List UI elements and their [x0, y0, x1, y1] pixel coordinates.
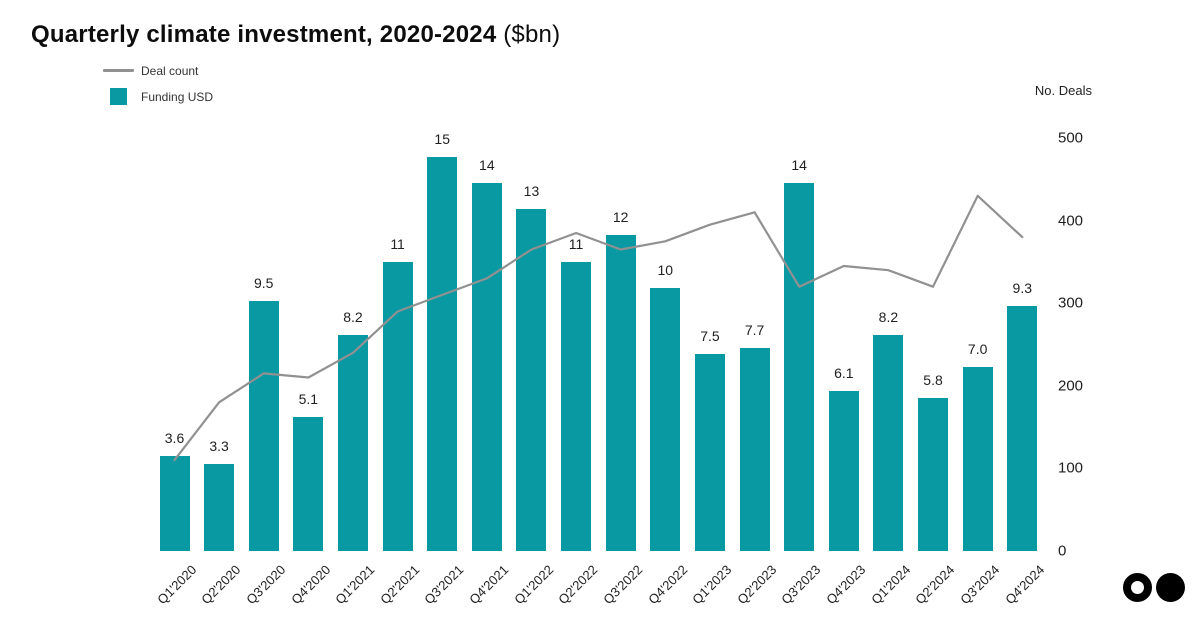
x-axis-label: Q4'2021: [466, 562, 512, 608]
x-axis-label: Q4'2024: [1001, 562, 1047, 608]
legend-label-funding: Funding USD: [141, 89, 214, 104]
funding-bar: [427, 156, 458, 551]
bar-value-label: 7.7: [744, 322, 765, 339]
funding-bar: [739, 348, 770, 551]
solid-circle-icon: [1156, 573, 1185, 602]
right-axis-tick: 200: [1058, 377, 1084, 395]
bar-value-label: 8.2: [343, 309, 363, 326]
right-axis-tick: 500: [1058, 129, 1084, 147]
page-title-main: Quarterly climate investment, 2020-2024: [31, 21, 497, 48]
funding-bar: [293, 416, 324, 551]
right-axis-tick: 0: [1058, 542, 1067, 560]
x-axis-label: Q2'2020: [198, 562, 244, 608]
deal-count-line-icon: [103, 69, 134, 72]
x-axis-label: Q1'2022: [510, 562, 557, 608]
funding-bar: [382, 261, 413, 551]
logo: [1123, 573, 1185, 602]
x-axis-label: Q3'2022: [600, 562, 646, 608]
bar-value-label: 14: [791, 156, 807, 173]
bar-value-label: 14: [479, 156, 495, 173]
x-axis-label: Q3'2020: [243, 562, 289, 608]
x-axis-label: Q1'2021: [332, 562, 378, 608]
x-axis-label: Q2'2022: [555, 562, 601, 608]
bar-value-label: 9.3: [1012, 280, 1032, 297]
x-axis-label: Q1'2024: [867, 562, 914, 608]
funding-bar: [471, 182, 502, 551]
bar-value-label: 9.5: [254, 275, 274, 292]
funding-bar: [337, 335, 368, 551]
x-axis-label: Q3'2021: [421, 562, 467, 608]
bar-value-label: 13: [523, 183, 540, 200]
ring-circle-icon: [1123, 573, 1152, 602]
x-axis-label: Q4'2020: [287, 562, 333, 608]
funding-square-icon: [110, 88, 127, 105]
funding-bar: [650, 288, 681, 551]
bar-value-label: 12: [612, 209, 629, 226]
bar-value-label: 15: [434, 130, 450, 147]
x-axis-label: Q1'2023: [689, 562, 735, 608]
funding-bar: [918, 398, 949, 551]
legend: Deal count Funding USD: [103, 62, 213, 114]
bar-value-label: 6.1: [834, 364, 854, 381]
x-axis-label: Q4'2023: [823, 562, 869, 608]
x-axis-label: Q2'2024: [912, 562, 958, 608]
page-title: Quarterly climate investment, 2020-2024 …: [31, 21, 560, 49]
funding-bar: [204, 464, 235, 551]
funding-bar: [828, 390, 859, 551]
funding-bar: [694, 353, 725, 551]
right-axis-tick: 100: [1058, 459, 1084, 477]
bar-value-label: 10: [657, 262, 674, 278]
x-axis-label: Q1'2020: [154, 562, 200, 608]
page-title-unit: ($bn): [496, 21, 561, 48]
bar-value-label: 11: [390, 235, 405, 252]
bar-value-label: 5.1: [298, 390, 319, 407]
bar-value-label: 5.8: [923, 372, 943, 389]
funding-bar: [873, 335, 904, 551]
legend-item-deal-count: Deal count: [103, 62, 213, 79]
right-axis-tick: 300: [1058, 294, 1084, 312]
funding-bar: [1007, 306, 1038, 551]
funding-bar: [561, 261, 592, 551]
bar-value-label: 3.3: [209, 438, 229, 455]
legend-label-deal-count: Deal count: [141, 63, 199, 78]
x-axis-label: Q2'2023: [734, 562, 780, 608]
x-axis-label: Q3'2024: [957, 562, 1003, 608]
x-axis-label: Q4'2022: [644, 562, 690, 608]
funding-bar: [159, 456, 190, 551]
bar-value-label: 7.0: [967, 340, 988, 357]
funding-bar: [962, 366, 993, 551]
funding-bar: [784, 182, 815, 551]
right-axis-tick: 400: [1058, 212, 1084, 230]
bar-value-label: 8.2: [878, 309, 899, 326]
legend-item-funding: Funding USD: [103, 88, 213, 105]
x-axis-label: Q3'2023: [778, 562, 824, 608]
bar-value-label: 11: [568, 235, 584, 252]
funding-bar: [248, 301, 279, 551]
funding-bar: [605, 235, 636, 551]
x-axis-label: Q2'2021: [377, 562, 423, 608]
funding-bar: [516, 209, 547, 551]
right-axis-title: No. Deals: [1034, 83, 1092, 98]
